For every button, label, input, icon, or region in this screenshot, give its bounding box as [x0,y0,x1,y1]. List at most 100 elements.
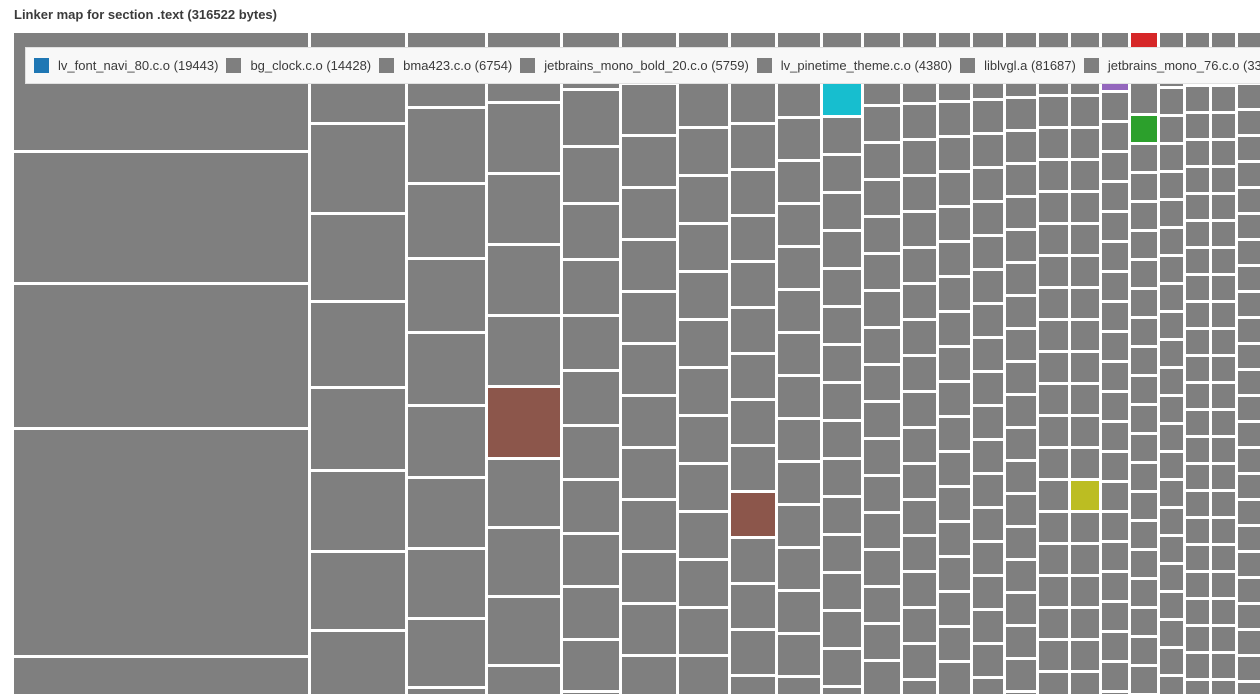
treemap-cell[interactable] [408,185,485,257]
treemap-cell[interactable] [1238,423,1260,446]
treemap-cell[interactable] [1131,522,1157,548]
treemap-cell[interactable] [1160,593,1183,618]
treemap-cell[interactable] [1186,222,1209,246]
treemap-cell[interactable] [1212,303,1235,327]
treemap-cell[interactable] [1102,393,1128,420]
treemap-cell[interactable] [864,255,900,289]
treemap-cell[interactable] [1212,357,1235,381]
treemap-cell[interactable] [1006,297,1036,327]
treemap-cell[interactable] [939,523,970,555]
treemap-cell[interactable] [1186,492,1209,516]
treemap-cell[interactable] [563,372,619,424]
treemap-cell[interactable] [488,388,560,457]
treemap-cell[interactable] [1006,462,1036,492]
treemap-cell[interactable] [1039,609,1068,638]
treemap-cell[interactable] [1102,483,1128,510]
treemap-cell[interactable] [1006,660,1036,690]
treemap-cell[interactable] [1071,513,1099,542]
treemap-cell[interactable] [939,383,970,415]
treemap-cell[interactable] [1039,577,1068,606]
treemap-cell[interactable] [1212,411,1235,435]
treemap-cell[interactable] [731,631,775,674]
treemap-cell[interactable] [14,153,308,282]
treemap-cell[interactable] [1102,513,1128,540]
treemap-cell[interactable] [1186,384,1209,408]
treemap-cell[interactable] [1186,168,1209,192]
treemap-cell[interactable] [823,498,861,533]
treemap-cell[interactable] [1039,161,1068,190]
treemap-cell[interactable] [1071,129,1099,158]
treemap-cell[interactable] [1131,551,1157,577]
treemap-cell[interactable] [1238,501,1260,524]
treemap-cell[interactable] [679,273,728,318]
treemap-cell[interactable] [1131,377,1157,403]
treemap-cell[interactable] [679,321,728,366]
treemap-cell[interactable] [1238,553,1260,576]
treemap-cell[interactable] [1006,198,1036,228]
treemap-cell[interactable] [1238,319,1260,342]
legend-item[interactable]: jetbrains_mono_76.c.o (3321) [1083,58,1260,73]
treemap-cell[interactable] [408,550,485,617]
treemap-cell[interactable] [1160,201,1183,226]
treemap-cell[interactable] [14,658,308,694]
treemap-cell[interactable] [864,366,900,400]
treemap-cell[interactable] [1006,528,1036,558]
treemap-cell[interactable] [778,678,820,694]
treemap-cell[interactable] [1039,673,1068,694]
treemap-cell[interactable] [1102,243,1128,270]
treemap-cell[interactable] [1238,579,1260,602]
treemap-cell[interactable] [864,181,900,215]
legend-item[interactable]: lv_pinetime_theme.c.o (4380) [756,58,952,73]
treemap-cell[interactable] [1186,249,1209,273]
legend-item[interactable]: liblvgl.a (81687) [960,58,1076,73]
treemap-cell[interactable] [903,573,936,606]
treemap-cell[interactable] [903,105,936,138]
treemap-cell[interactable] [563,641,619,690]
treemap-cell[interactable] [823,270,861,305]
treemap-cell[interactable] [311,632,405,694]
treemap-cell[interactable] [1238,293,1260,316]
treemap-cell[interactable] [563,261,619,314]
treemap-cell[interactable] [1186,276,1209,300]
treemap-cell[interactable] [1131,348,1157,374]
legend-item[interactable]: lv_font_navi_80.c.o (19443) [34,58,218,73]
treemap-cell[interactable] [903,285,936,318]
treemap-cell[interactable] [1039,193,1068,222]
treemap-cell[interactable] [1006,231,1036,261]
treemap-cell[interactable] [1160,649,1183,674]
treemap-cell[interactable] [939,488,970,520]
treemap-cell[interactable] [1131,609,1157,635]
treemap-cell[interactable] [488,317,560,385]
treemap-cell[interactable] [903,177,936,210]
treemap-cell[interactable] [1238,85,1260,108]
treemap-cell[interactable] [1006,495,1036,525]
treemap-cell[interactable] [1186,114,1209,138]
treemap-cell[interactable] [939,243,970,275]
treemap-cell[interactable] [903,681,936,694]
treemap-cell[interactable] [1131,435,1157,461]
treemap-cell[interactable] [1186,681,1209,694]
treemap-cell[interactable] [939,593,970,625]
treemap-cell[interactable] [1071,673,1099,694]
treemap-cell[interactable] [1160,117,1183,142]
legend-item[interactable]: bma423.c.o (6754) [379,58,512,73]
treemap-cell[interactable] [1006,264,1036,294]
treemap-cell[interactable] [973,101,1003,132]
treemap-cell[interactable] [1006,396,1036,426]
treemap-cell[interactable] [1238,163,1260,186]
treemap-cell[interactable] [563,535,619,585]
treemap-cell[interactable] [1102,123,1128,150]
treemap-cell[interactable] [1160,285,1183,310]
treemap-cell[interactable] [1071,193,1099,222]
treemap-cell[interactable] [1102,663,1128,690]
treemap-cell[interactable] [1186,600,1209,624]
treemap-cell[interactable] [1212,627,1235,651]
treemap-cell[interactable] [1131,493,1157,519]
treemap-cell[interactable] [1102,363,1128,390]
treemap-cell[interactable] [823,536,861,571]
treemap-cell[interactable] [778,592,820,632]
treemap-cell[interactable] [1039,289,1068,318]
treemap-cell[interactable] [1102,423,1128,450]
treemap-cell[interactable] [488,175,560,243]
treemap-cell[interactable] [679,369,728,414]
